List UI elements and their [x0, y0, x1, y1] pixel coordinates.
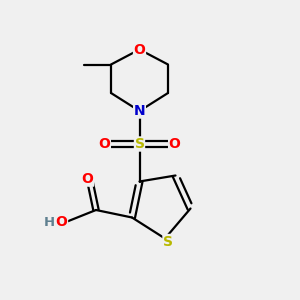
Text: O: O [98, 137, 110, 151]
Text: O: O [82, 172, 94, 186]
Text: N: N [134, 104, 145, 118]
Text: O: O [56, 215, 68, 229]
Text: H: H [44, 215, 55, 229]
Text: S: S [134, 137, 145, 151]
Text: S: S [163, 235, 173, 248]
Text: O: O [169, 137, 181, 151]
Text: O: O [134, 43, 146, 56]
